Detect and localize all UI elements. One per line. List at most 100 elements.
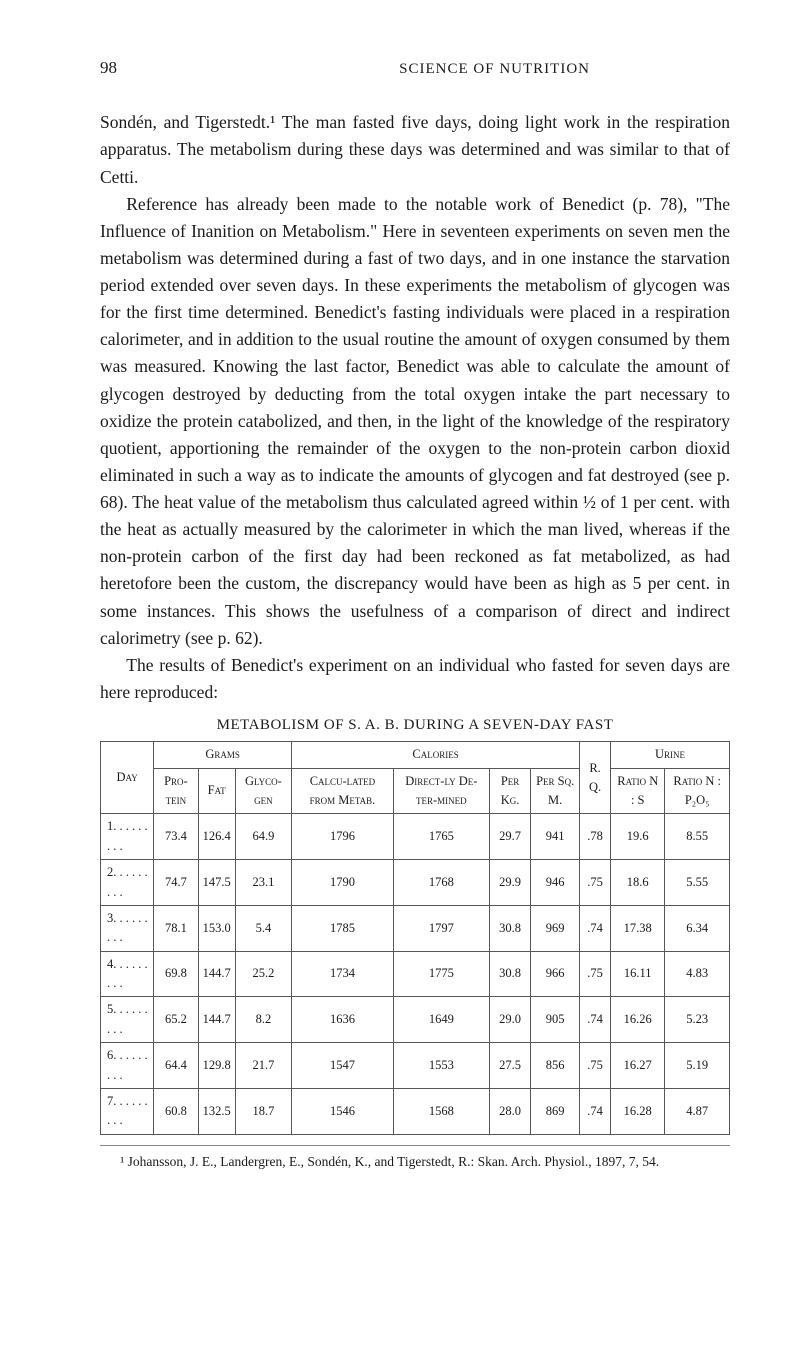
table-cell: 4. . . . . . . . . [101,951,154,997]
table-cell: 1768 [393,860,489,906]
table-body: 1. . . . . . . . .73.4126.464.9179617652… [101,814,730,1134]
table-cell: 147.5 [198,860,235,906]
table-cell: 946 [531,860,580,906]
col-fat: Fat [198,768,235,814]
table-cell: 27.5 [489,1043,530,1089]
table-cell: .75 [580,1043,611,1089]
table-cell: 941 [531,814,580,860]
table-row: 2. . . . . . . . .74.7147.523.1179017682… [101,860,730,906]
table-cell: 64.4 [154,1043,198,1089]
group-calories: Calories [292,742,580,768]
col-rq: R. Q. [580,742,611,814]
col-ratio-np: Ratio N : P₂O₅ [665,768,730,814]
table-cell: 1734 [292,951,394,997]
table-row: 3. . . . . . . . .78.1153.05.41785179730… [101,905,730,951]
table-cell: 1547 [292,1043,394,1089]
table-cell: 5.55 [665,860,730,906]
table-cell: .78 [580,814,611,860]
table-cell: 2. . . . . . . . . [101,860,154,906]
table-cell: 4.83 [665,951,730,997]
table-cell: 969 [531,905,580,951]
col-glycogen: Glyco-gen [235,768,291,814]
col-ratio-ns: Ratio N : S [611,768,665,814]
paragraph-1: Sondén, and Tigerstedt.¹ The man fasted … [100,109,730,190]
table-cell: 78.1 [154,905,198,951]
table-cell: 74.7 [154,860,198,906]
table-cell: 144.7 [198,997,235,1043]
col-perkg: Per Kg. [489,768,530,814]
table-cell: .74 [580,905,611,951]
table-cell: 4.87 [665,1088,730,1134]
metabolism-table: Day Grams Calories R. Q. Urine Pro-tein … [100,741,730,1134]
table-cell: 132.5 [198,1088,235,1134]
table-cell: 1553 [393,1043,489,1089]
table-cell: 65.2 [154,997,198,1043]
table-cell: 966 [531,951,580,997]
table-cell: 7. . . . . . . . . [101,1088,154,1134]
table-cell: 1546 [292,1088,394,1134]
table-cell: 23.1 [235,860,291,906]
table-cell: 1649 [393,997,489,1043]
table-cell: 60.8 [154,1088,198,1134]
table-cell: 16.26 [611,997,665,1043]
table-cell: 8.55 [665,814,730,860]
col-calc: Calcu-lated from Metab. [292,768,394,814]
table-cell: 1775 [393,951,489,997]
table-row: 4. . . . . . . . .69.8144.725.2173417753… [101,951,730,997]
col-protein: Pro-tein [154,768,198,814]
page-number: 98 [100,55,117,81]
col-persqm: Per Sq. M. [531,768,580,814]
table-cell: 153.0 [198,905,235,951]
group-urine: Urine [611,742,730,768]
paragraph-2: Reference has already been made to the n… [100,191,730,652]
table-cell: 6.34 [665,905,730,951]
table-cell: .75 [580,860,611,906]
table-cell: 1790 [292,860,394,906]
table-cell: 29.7 [489,814,530,860]
body-text: Sondén, and Tigerstedt.¹ The man fasted … [100,109,730,706]
col-direct: Direct-ly De-ter-mined [393,768,489,814]
table-cell: 25.2 [235,951,291,997]
table-cell: 29.0 [489,997,530,1043]
group-grams: Grams [154,742,292,768]
table-row: 1. . . . . . . . .73.4126.464.9179617652… [101,814,730,860]
table-cell: .75 [580,951,611,997]
footnote: ¹ Johansson, J. E., Landergren, E., Sond… [100,1145,730,1173]
table-cell: 16.28 [611,1088,665,1134]
table-cell: 16.27 [611,1043,665,1089]
table-cell: 5.19 [665,1043,730,1089]
table-title: METABOLISM OF S. A. B. DURING A SEVEN-DA… [100,714,730,737]
table-cell: 1797 [393,905,489,951]
running-head: SCIENCE OF NUTRITION [399,58,590,81]
table-cell: 21.7 [235,1043,291,1089]
table-cell: 30.8 [489,951,530,997]
table-cell: 29.9 [489,860,530,906]
table-cell: 905 [531,997,580,1043]
table-cell: 3. . . . . . . . . [101,905,154,951]
table-cell: 1. . . . . . . . . [101,814,154,860]
table-cell: 8.2 [235,997,291,1043]
table-cell: 869 [531,1088,580,1134]
table-cell: 5.23 [665,997,730,1043]
table-cell: 144.7 [198,951,235,997]
table-cell: .74 [580,997,611,1043]
table-cell: 1568 [393,1088,489,1134]
table-cell: 129.8 [198,1043,235,1089]
table-cell: 64.9 [235,814,291,860]
paragraph-3: The results of Benedict's experiment on … [100,652,730,706]
table-row: 7. . . . . . . . .60.8132.518.7154615682… [101,1088,730,1134]
table-cell: 5. . . . . . . . . [101,997,154,1043]
table-cell: .74 [580,1088,611,1134]
table-cell: 17.38 [611,905,665,951]
table-cell: 1796 [292,814,394,860]
table-cell: 856 [531,1043,580,1089]
table-cell: 69.8 [154,951,198,997]
table-row: 5. . . . . . . . .65.2144.78.21636164929… [101,997,730,1043]
table-cell: 1785 [292,905,394,951]
table-cell: 1765 [393,814,489,860]
table-cell: 6. . . . . . . . . [101,1043,154,1089]
table-cell: 18.6 [611,860,665,906]
table-cell: 28.0 [489,1088,530,1134]
table-cell: 19.6 [611,814,665,860]
table-cell: 73.4 [154,814,198,860]
